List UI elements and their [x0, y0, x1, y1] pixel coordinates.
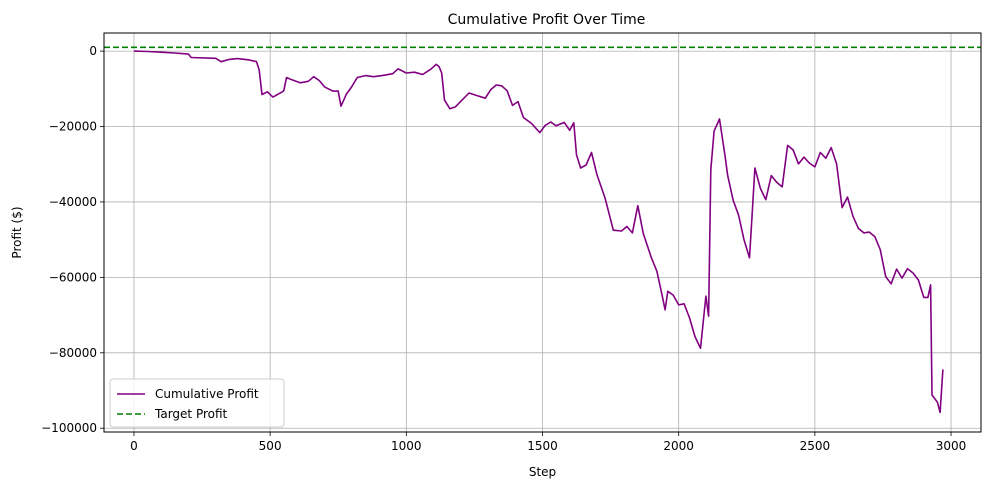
y-tick-label: −80000 [49, 346, 97, 360]
x-tick-label: 3000 [936, 439, 967, 453]
x-tick-label: 2000 [663, 439, 694, 453]
legend-label-cumulative-profit: Cumulative Profit [155, 387, 259, 401]
y-tick-label: −100000 [41, 421, 97, 435]
x-tick-label: 0 [130, 439, 138, 453]
chart-title: Cumulative Profit Over Time [448, 12, 646, 28]
x-tick-label: 1000 [391, 439, 422, 453]
x-axis-title: Step [529, 465, 556, 479]
y-axis-title: Profit ($) [10, 206, 24, 258]
x-tick-label: 1500 [527, 439, 558, 453]
y-tick-label: −60000 [49, 270, 97, 284]
y-tick-label: 0 [89, 44, 97, 58]
y-tick-label: −40000 [49, 195, 97, 209]
y-tick-label: −20000 [49, 120, 97, 134]
legend: Cumulative Profit Target Profit [110, 379, 284, 427]
x-tick-label: 2500 [800, 439, 831, 453]
x-tick-label: 500 [259, 439, 282, 453]
legend-label-target-profit: Target Profit [154, 407, 228, 421]
